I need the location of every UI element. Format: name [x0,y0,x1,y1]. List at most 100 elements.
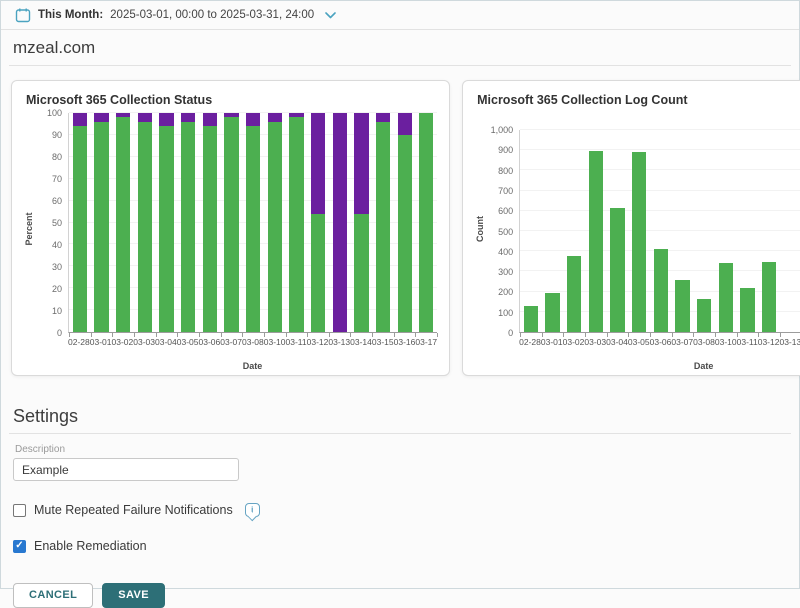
bar-segment-value [653,248,669,332]
y-tick-label: 500 [498,226,514,237]
bar-segment-value [697,298,712,332]
x-tick-label: 03-12 [757,337,780,347]
gridline [69,112,438,113]
save-button[interactable]: SAVE [102,583,165,608]
bar-segment-failure-percent [159,113,174,127]
bar-segment-value [523,305,539,332]
mute-notifications-row: Mute Repeated Failure Notifications i [13,503,787,517]
x-tick-label: 03-01 [540,337,563,347]
bar-slot [737,130,759,332]
x-tick-mark [90,333,92,337]
y-tick-label: 700 [498,185,514,196]
gridline [520,169,800,171]
bar-segment-failure-percent [180,113,196,122]
x-tick-label: 03-07 [671,337,694,347]
y-tick-label: 200 [498,287,514,298]
page-title: mzeal.com [13,38,96,57]
bar-segment-failure-percent [310,113,326,214]
x-tick-label: 03-13 [779,337,800,347]
y-tick-label: 0 [508,328,514,338]
x-tick-mark [263,333,265,337]
charts-row: Microsoft 365 Collection Status Percent … [1,66,800,386]
description-input[interactable] [13,458,239,481]
x-tick-label: 03-06 [649,337,672,347]
period-selector[interactable]: This Month: 2025-03-01, 00:00 to 2025-03… [1,1,799,29]
bar-segment-success-percent [354,213,369,332]
x-tick-label: 03-03 [133,337,155,347]
bar-segment-success-percent [137,121,152,332]
y-tick-label: 1,000 [490,125,514,135]
x-tick-label: 03-15 [371,337,394,347]
y-tick-label: 100 [46,108,62,118]
x-tick-label: 03-13 [328,337,351,347]
x-tick-mark [714,333,716,337]
x-tick-label: 03-10 [714,337,737,347]
bar-slot [242,113,264,332]
y-axis-title: Percent [23,212,34,246]
bar-slot [199,113,221,332]
x-tick-mark [198,333,200,337]
bar-segment-success-percent [224,117,239,332]
chart-title: Microsoft 365 Collection Status [26,93,213,107]
mute-notifications-label: Mute Repeated Failure Notifications [34,503,233,517]
x-axis-labels: 02-28 03-01 03-02 03-03 03-04 03-05 03-06 03-07… [68,333,437,347]
calendar-icon [15,7,31,23]
bar-slot [672,130,694,332]
y-tick-label: 40 [51,240,62,250]
x-tick-mark [350,333,352,337]
bar-segment-success-percent [397,134,412,332]
enable-remediation-label: Enable Remediation [34,539,147,553]
info-icon[interactable]: i [244,503,260,517]
y-tick-label: 100 [498,307,514,318]
gridline [520,189,800,191]
x-tick-mark [520,333,522,337]
cancel-button[interactable]: CANCEL [13,583,94,608]
bar-segment-failure-percent [202,113,217,127]
y-tick-label: 300 [498,267,514,278]
x-tick-label: 03-16 [393,337,416,347]
x-tick-label: 03-08 [693,337,715,347]
x-tick-label: 03-11 [285,337,307,347]
gridline [520,129,800,130]
bar-segment-success-percent [245,126,261,332]
x-tick-label: 03-01 [89,337,112,347]
bar-slot [372,113,394,332]
settings-form: Description Mute Repeated Failure Notifi… [1,444,799,553]
x-tick-mark [133,333,135,337]
bar-segment-failure-percent [224,113,239,118]
bars-container [520,130,800,332]
x-tick-label: 03-14 [350,337,372,347]
x-tick-mark [155,333,157,337]
y-axis-title: Count [474,216,485,243]
x-tick-mark [69,333,70,337]
bar-slot [628,130,650,332]
y-tick-label: 70 [51,174,62,184]
bar-slot [585,130,607,332]
x-tick-label: 03-07 [220,337,242,347]
header-divider [1,29,799,30]
bar-slot [715,130,737,332]
bar-slot [351,113,373,332]
gridline [520,209,800,211]
bar-slot [69,113,91,332]
bar-slot [307,113,329,332]
x-axis-title: Date [242,361,263,371]
bar-slot [563,130,585,332]
mute-notifications-checkbox[interactable] [13,503,26,517]
x-tick-mark [415,333,417,337]
x-tick-mark [393,333,395,337]
x-tick-label: 03-05 [176,337,199,347]
bar-segment-value [567,256,582,332]
enable-remediation-checkbox[interactable] [13,539,26,553]
settings-divider [9,433,791,434]
bar-slot [156,113,178,332]
x-tick-mark [606,333,608,337]
title-divider [9,65,791,66]
bar-segment-success-percent [419,113,434,332]
y-tick-label: 0 [56,328,62,338]
bar-segment-failure-percent [332,113,347,332]
bar-segment-success-percent [310,213,326,332]
x-tick-label: 02-28 [68,337,90,347]
y-tick-label: 900 [498,145,514,156]
bar-segment-failure-percent [289,113,304,118]
